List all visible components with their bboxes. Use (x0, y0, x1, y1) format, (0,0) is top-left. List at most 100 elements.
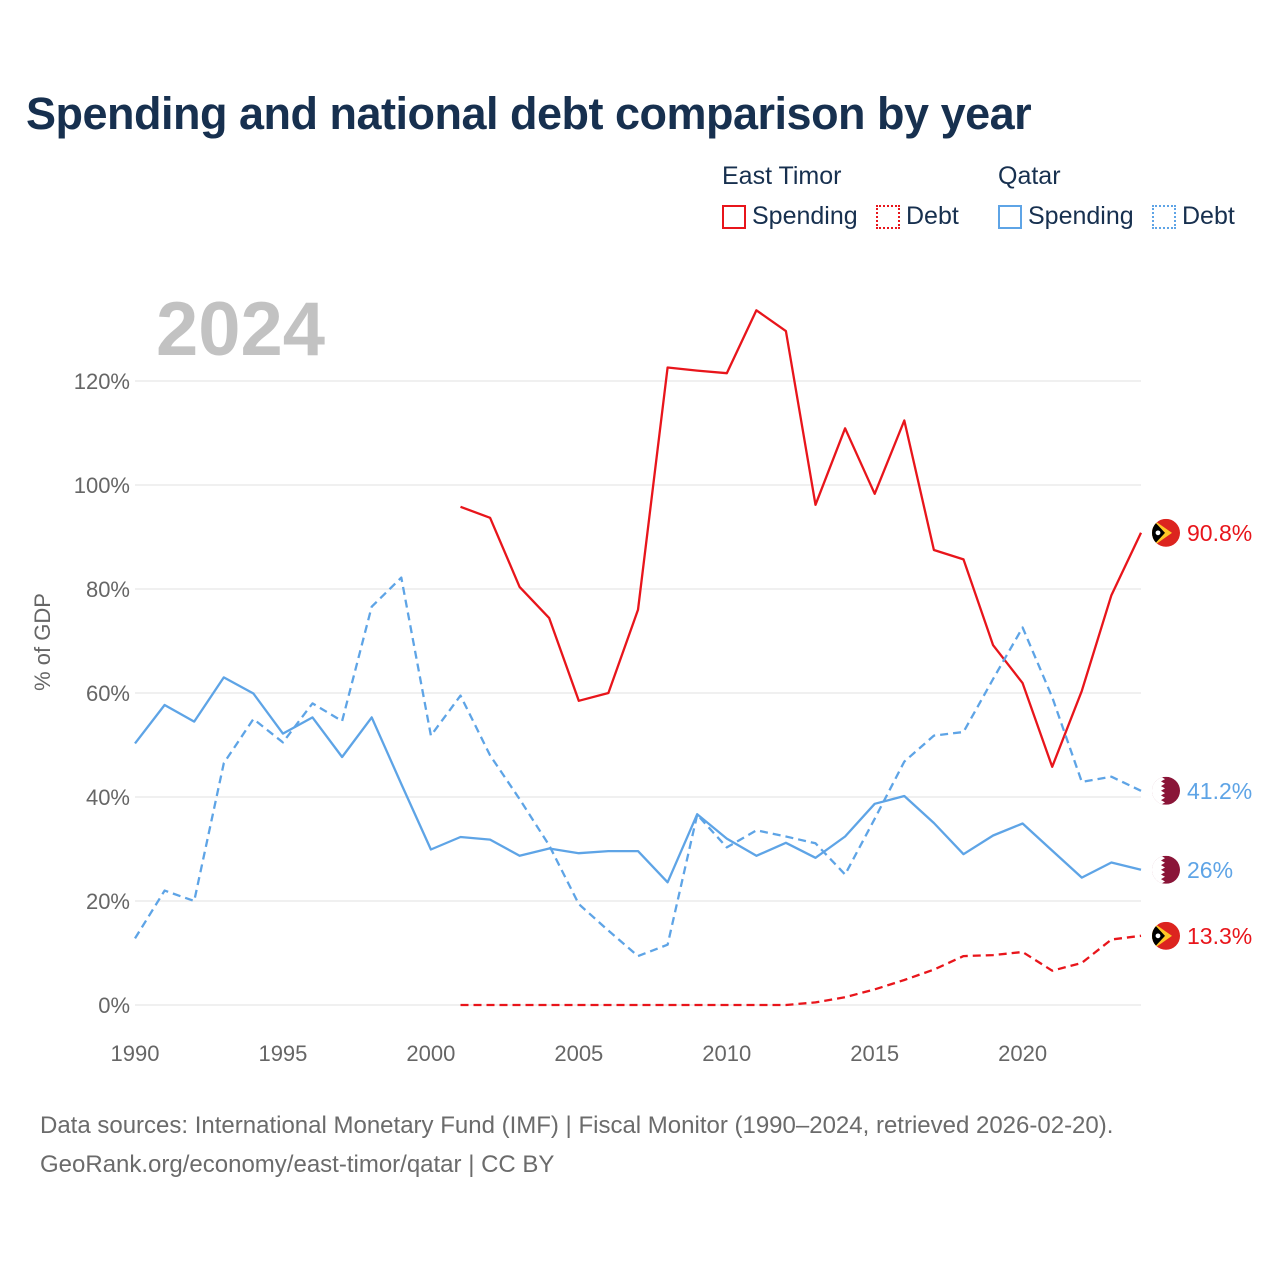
end-value-label: 13.3% (1187, 923, 1252, 949)
data-point (634, 606, 642, 614)
data-point (1048, 967, 1056, 975)
y-tick-label: 120% (74, 369, 130, 394)
data-point (664, 941, 672, 949)
legend-item-east-timor-debt[interactable]: Debt (876, 202, 959, 231)
chart-title: Spending and national debt comparison by… (26, 88, 1032, 139)
data-point (249, 690, 257, 698)
series-east-timor-debt (456, 934, 1142, 1009)
data-point (930, 819, 938, 827)
data-point (841, 993, 849, 1001)
data-point (220, 673, 228, 681)
data-point (1019, 820, 1027, 828)
data-point (930, 966, 938, 974)
data-point (604, 1001, 612, 1009)
data-point (812, 854, 820, 862)
data-point (930, 546, 938, 554)
legend-item-east-timor-spending[interactable]: Spending (722, 202, 858, 231)
data-point (959, 555, 967, 563)
legend-item-label: Spending (752, 202, 858, 230)
data-point (338, 753, 346, 761)
data-point (604, 689, 612, 697)
y-axis-title: % of GDP (30, 593, 55, 691)
legend-swatch-solid (998, 204, 1022, 229)
source-line-2[interactable]: GeoRank.org/economy/east-timor/qatar | C… (40, 1151, 555, 1178)
data-point (1107, 591, 1115, 599)
data-point (279, 738, 287, 746)
flag-east-timor-icon (1152, 518, 1180, 547)
legend-item-label: Debt (906, 202, 959, 230)
data-point (516, 583, 524, 591)
flag-east-timor-icon (1152, 921, 1180, 950)
data-point (604, 927, 612, 935)
x-tick-label: 2010 (702, 1041, 751, 1066)
data-point (1048, 693, 1056, 701)
data-point (397, 574, 405, 582)
flag-qatar-icon (1152, 855, 1180, 884)
data-point (1137, 529, 1145, 537)
data-point (723, 843, 731, 851)
data-point (989, 951, 997, 959)
legend-item-label: Debt (1182, 202, 1235, 230)
x-tick-label: 1990 (111, 1041, 160, 1066)
data-point (456, 1001, 464, 1009)
x-tick-label: 2020 (998, 1041, 1047, 1066)
data-point (456, 833, 464, 841)
data-point (368, 713, 376, 721)
data-point (131, 934, 139, 942)
flag-body (1152, 855, 1180, 884)
data-point (604, 847, 612, 855)
data-point (456, 692, 464, 700)
data-point (575, 849, 583, 857)
data-point (1107, 859, 1115, 867)
data-point (812, 839, 820, 847)
data-point (131, 739, 139, 747)
data-point (782, 1001, 790, 1009)
flag-body (1152, 921, 1180, 950)
data-point (1019, 623, 1027, 631)
data-point (427, 732, 435, 740)
data-point (634, 952, 642, 960)
data-point (486, 1001, 494, 1009)
data-point (279, 730, 287, 738)
data-point (693, 811, 701, 819)
legend-swatch-dotted (876, 204, 900, 229)
legend-item-qatar-debt[interactable]: Debt (1152, 202, 1235, 231)
data-point (900, 758, 908, 766)
legend-item-qatar-spending[interactable]: Spending (998, 202, 1134, 231)
data-point (959, 952, 967, 960)
y-tick-label: 20% (86, 889, 130, 914)
legend-group-east-timor: East Timor Spending Debt (722, 160, 959, 242)
series-east-timor-spending (460, 309, 1145, 768)
data-point (1048, 847, 1056, 855)
flag-star (1155, 530, 1161, 536)
flag-serration (1152, 855, 1165, 884)
source-line-1: Data sources: International Monetary Fun… (40, 1112, 1114, 1139)
x-tick-label: 1995 (258, 1041, 307, 1066)
data-point (812, 998, 820, 1006)
data-point (1107, 773, 1115, 781)
data-point (309, 713, 317, 721)
end-value-label: 26% (1187, 857, 1233, 883)
legend-swatch-dotted (1152, 204, 1176, 229)
data-point (841, 424, 849, 432)
data-point (989, 641, 997, 649)
legend: East Timor Spending Debt Qatar Spending … (722, 160, 1262, 240)
y-tick-label: 80% (86, 577, 130, 602)
data-point (190, 897, 198, 905)
data-point (161, 887, 169, 895)
data-point (871, 490, 879, 498)
data-point (693, 367, 701, 375)
data-point (930, 732, 938, 740)
series-qatar-debt (131, 574, 1142, 960)
data-point (959, 728, 967, 736)
data-point (1019, 948, 1027, 956)
data-point (900, 792, 908, 800)
data-point (871, 800, 879, 808)
data-point (397, 780, 405, 788)
end-value-label: 41.2% (1187, 778, 1252, 804)
data-point (723, 1001, 731, 1009)
data-point (161, 701, 169, 709)
data-point (841, 870, 849, 878)
data-point (516, 852, 524, 860)
data-point (723, 835, 731, 843)
